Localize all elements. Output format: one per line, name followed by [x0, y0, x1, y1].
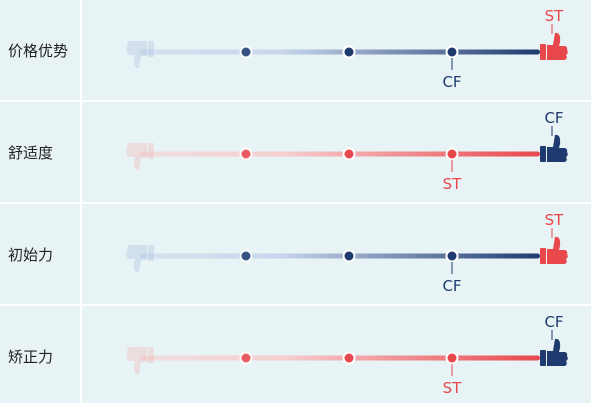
- thumbs-up-icon: [540, 32, 568, 60]
- row-background: [0, 306, 591, 403]
- thumbs-down-icon: [126, 245, 154, 273]
- row-label: 矫正力: [8, 348, 53, 366]
- thumbs-down-icon: [126, 143, 154, 171]
- marker-label: CF: [442, 277, 461, 295]
- scale-dot: [342, 147, 356, 161]
- column-divider: [80, 204, 82, 304]
- row-label: 舒适度: [8, 144, 53, 162]
- scale-row: 矫正力 ST CF: [0, 306, 591, 403]
- top-label: CF: [544, 109, 563, 127]
- scale-row: 价格优势 CF ST: [0, 0, 591, 100]
- scale-row: 舒适度 ST CF: [0, 102, 591, 202]
- row-label: 初始力: [8, 246, 53, 264]
- marker-label: CF: [442, 73, 461, 91]
- scale-dot: [239, 147, 253, 161]
- marker-label: ST: [443, 379, 463, 397]
- column-divider: [80, 306, 82, 403]
- thumbs-up-icon: [540, 134, 568, 162]
- row-label: 价格优势: [8, 42, 68, 60]
- scale-row: 初始力 CF ST: [0, 204, 591, 304]
- scale-line: [140, 253, 540, 259]
- scale-dot: [445, 351, 459, 365]
- scale-dot: [342, 249, 356, 263]
- thumbs-down-icon: [126, 41, 154, 69]
- column-divider: [80, 0, 82, 100]
- top-label: ST: [545, 211, 565, 229]
- top-label: CF: [544, 313, 563, 331]
- scale-line: [140, 355, 540, 361]
- scale-dot: [239, 45, 253, 59]
- scale-dot: [445, 147, 459, 161]
- scale-dot: [239, 351, 253, 365]
- scale-line: [140, 151, 540, 157]
- scale-dot: [445, 45, 459, 59]
- thumbs-up-icon: [540, 338, 568, 366]
- thumbs-down-icon: [126, 347, 154, 375]
- scale-dot: [239, 249, 253, 263]
- scale-dot: [342, 351, 356, 365]
- top-label: ST: [545, 7, 565, 25]
- scale-line: [140, 49, 540, 55]
- scale-dot: [445, 249, 459, 263]
- column-divider: [80, 102, 82, 202]
- thumbs-up-icon: [540, 236, 568, 264]
- scale-dot: [342, 45, 356, 59]
- marker-label: ST: [443, 175, 463, 193]
